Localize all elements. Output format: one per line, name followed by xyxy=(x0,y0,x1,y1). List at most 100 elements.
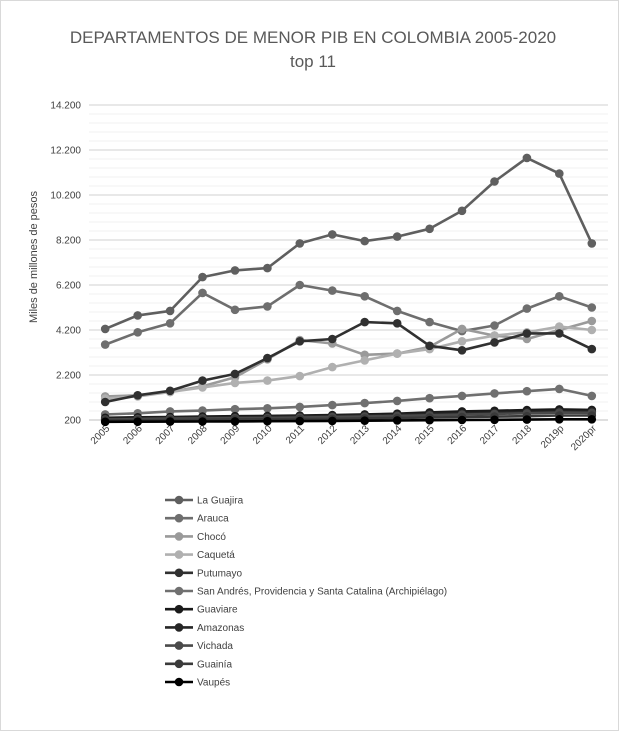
data-point xyxy=(328,230,337,239)
data-point xyxy=(295,337,305,346)
legend-label: La Guajira xyxy=(197,496,244,507)
data-point xyxy=(555,329,564,338)
x-tick-label: 2007 xyxy=(154,423,178,447)
data-point xyxy=(457,391,467,401)
data-point xyxy=(490,389,499,398)
data-point xyxy=(490,415,499,425)
data-point xyxy=(522,153,532,163)
data-point xyxy=(587,303,597,312)
data-point xyxy=(230,417,240,426)
legend-item: Arauca xyxy=(165,514,229,525)
data-point xyxy=(555,169,564,178)
x-tick-label: 2017 xyxy=(478,423,502,447)
data-point xyxy=(263,404,272,413)
y-axis-tick-labels: 200 2.200 4.200 6.200 8.200 10.200 12.200 14.20… xyxy=(50,101,81,427)
legend-item: La Guajira xyxy=(165,496,244,507)
data-point xyxy=(425,415,434,425)
legend-marker xyxy=(174,604,184,614)
legend-marker xyxy=(174,623,184,632)
legend-marker xyxy=(174,550,184,559)
x-tick-label: 2010 xyxy=(251,423,275,447)
series-line xyxy=(104,156,593,331)
legend-item: Chocó xyxy=(165,532,226,543)
data-point xyxy=(360,398,370,408)
data-point xyxy=(198,288,207,298)
x-tick-label: 2005 xyxy=(89,423,113,447)
legend-item: Putumayo xyxy=(165,568,242,579)
legend-marker xyxy=(174,568,184,578)
x-tick-label: 2008 xyxy=(186,423,210,447)
data-point xyxy=(425,224,434,234)
data-point xyxy=(263,302,272,311)
x-tick-label: 2011 xyxy=(284,423,307,446)
x-tick-label: 2019p xyxy=(539,423,567,451)
data-point xyxy=(230,305,240,315)
x-tick-label: 2018 xyxy=(511,423,535,447)
data-point xyxy=(587,239,597,248)
data-point xyxy=(328,416,337,426)
data-point xyxy=(392,306,402,316)
data-point xyxy=(360,416,370,426)
data-point xyxy=(555,292,564,301)
data-point xyxy=(100,324,110,334)
data-point xyxy=(198,417,207,426)
data-point xyxy=(457,415,467,425)
data-point xyxy=(133,328,142,337)
legend-marker xyxy=(174,495,184,505)
data-point xyxy=(360,317,370,327)
data-point xyxy=(328,334,337,344)
data-point xyxy=(263,353,272,363)
y-axis-title: Miles de millones de pesos xyxy=(28,190,40,323)
x-tick-label: 2006 xyxy=(121,423,145,447)
data-point xyxy=(100,397,110,407)
y-tick-label: 4.200 xyxy=(56,326,81,337)
data-point xyxy=(360,236,370,246)
series-5 xyxy=(100,317,597,407)
data-point xyxy=(165,417,175,426)
gridlines xyxy=(89,104,608,421)
x-axis-tick-labels: 2005 2006 2007 2008 2009 2010 2011 2012 2013 2014… xyxy=(89,423,600,453)
data-point xyxy=(522,386,532,396)
series-line xyxy=(105,387,593,416)
data-point xyxy=(587,325,597,335)
series-line xyxy=(105,414,592,422)
data-point xyxy=(392,416,402,425)
data-point xyxy=(392,349,402,358)
data-point xyxy=(392,319,402,328)
legend-marker xyxy=(174,641,184,650)
legend-marker xyxy=(174,586,184,596)
x-tick-label: 2015 xyxy=(413,423,437,447)
legend-label: Guainía xyxy=(197,659,232,670)
data-point xyxy=(425,393,434,403)
data-point xyxy=(230,378,240,388)
data-point xyxy=(457,337,467,346)
y-tick-label: 6.200 xyxy=(56,281,81,292)
legend-marker xyxy=(174,513,184,523)
data-point xyxy=(425,341,434,351)
legend: La Guajira Arauca Chocó Caquetá Putumayo San … xyxy=(165,496,447,689)
x-tick-label: 2016 xyxy=(446,423,470,447)
data-point xyxy=(165,319,175,328)
data-point xyxy=(490,338,499,347)
data-point xyxy=(295,239,305,248)
x-tick-label: 2013 xyxy=(348,423,372,447)
y-tick-label: 8.200 xyxy=(56,236,81,247)
y-tick-label: 10.200 xyxy=(50,191,81,202)
legend-label: Putumayo xyxy=(197,568,242,579)
data-point xyxy=(100,340,110,349)
data-point xyxy=(328,400,337,410)
series-1 xyxy=(100,153,597,334)
data-point xyxy=(295,402,305,412)
series-line xyxy=(105,411,592,421)
data-point xyxy=(100,417,110,427)
data-point xyxy=(457,206,467,216)
data-point xyxy=(360,356,370,365)
series-line xyxy=(105,325,592,400)
data-point xyxy=(198,406,207,415)
data-point xyxy=(555,322,564,331)
data-point xyxy=(198,272,207,282)
x-tick-label: 2014 xyxy=(381,423,405,447)
legend-item: Guaviare xyxy=(165,605,238,616)
